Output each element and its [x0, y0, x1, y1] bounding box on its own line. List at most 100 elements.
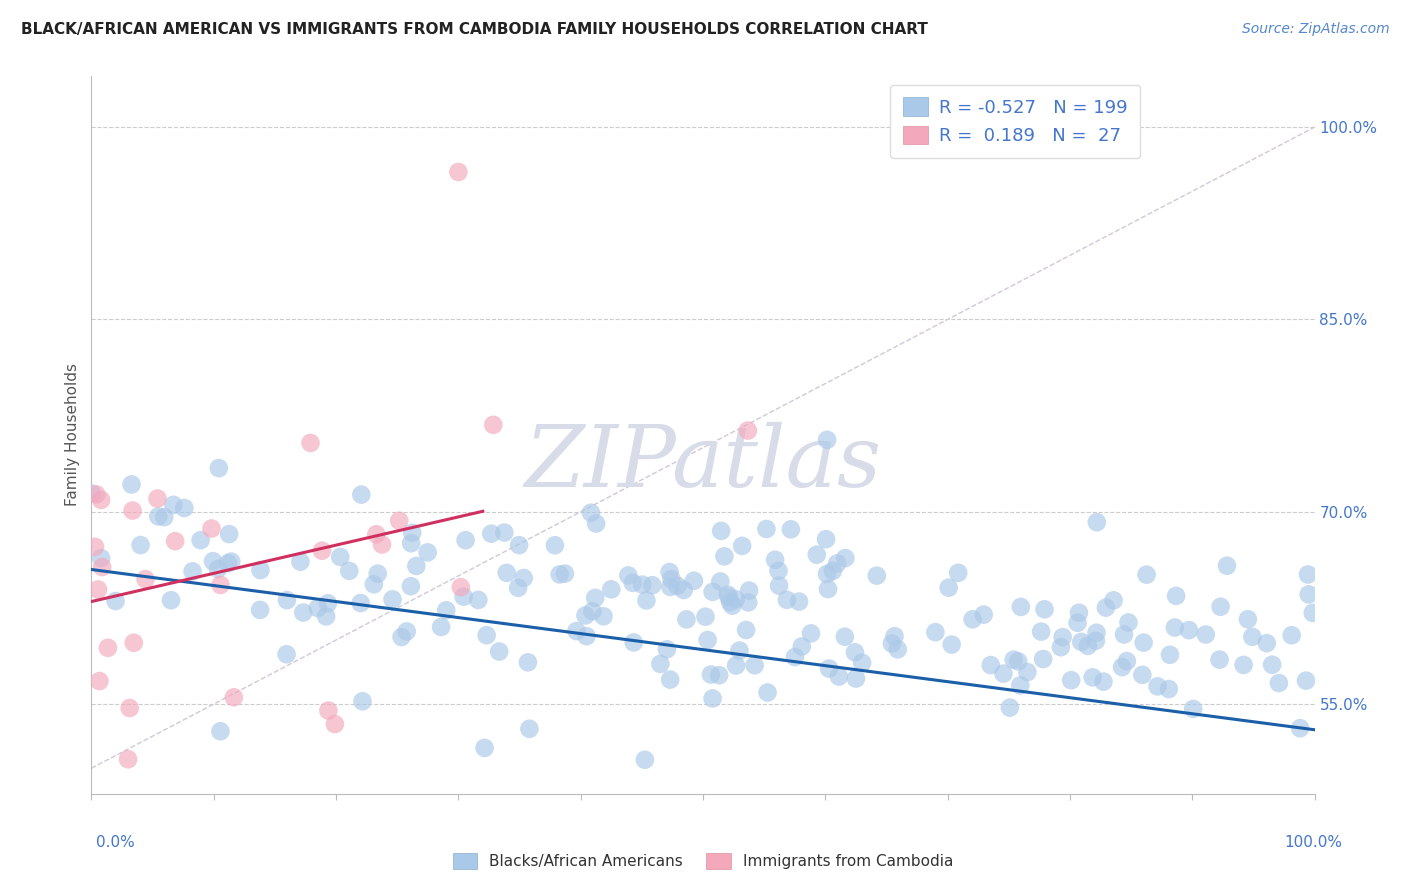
- Point: [717, 588, 740, 602]
- Point: [467, 593, 489, 607]
- Point: [516, 656, 538, 670]
- Point: [1066, 615, 1088, 630]
- Point: [349, 596, 371, 610]
- Point: [89, 674, 111, 689]
- Point: [121, 477, 143, 491]
- Point: [349, 845, 371, 859]
- Point: [650, 657, 672, 671]
- Point: [162, 498, 184, 512]
- Point: [825, 557, 848, 571]
- Point: [276, 593, 298, 607]
- Point: [1102, 593, 1125, 607]
- Point: [579, 506, 602, 520]
- Point: [337, 564, 360, 578]
- Point: [104, 594, 127, 608]
- Point: [948, 566, 970, 580]
- Point: [575, 629, 598, 643]
- Point: [700, 667, 723, 681]
- Point: [1232, 657, 1254, 672]
- Point: [1281, 628, 1303, 642]
- Point: [655, 642, 678, 657]
- Point: [709, 574, 731, 589]
- Point: [756, 685, 779, 699]
- Point: [636, 593, 658, 607]
- Point: [405, 558, 427, 573]
- Point: [1067, 606, 1090, 620]
- Point: [548, 567, 571, 582]
- Point: [1092, 674, 1115, 689]
- Point: [366, 527, 388, 541]
- Point: [790, 640, 813, 654]
- Point: [1010, 599, 1032, 614]
- Point: [721, 599, 744, 613]
- Point: [821, 564, 844, 578]
- Text: BLACK/AFRICAN AMERICAN VS IMMIGRANTS FROM CAMBODIA FAMILY HOUSEHOLDS CORRELATION: BLACK/AFRICAN AMERICAN VS IMMIGRANTS FRO…: [21, 22, 928, 37]
- Point: [659, 580, 682, 594]
- Point: [834, 551, 856, 566]
- Point: [1157, 681, 1180, 696]
- Point: [755, 522, 778, 536]
- Point: [998, 700, 1021, 714]
- Point: [659, 673, 682, 687]
- Point: [880, 636, 903, 650]
- Point: [395, 624, 418, 639]
- Point: [806, 548, 828, 562]
- Point: [153, 510, 176, 524]
- Point: [844, 645, 866, 659]
- Point: [256, 802, 278, 816]
- Point: [399, 579, 422, 593]
- Point: [581, 604, 603, 618]
- Point: [474, 740, 496, 755]
- Point: [845, 672, 868, 686]
- Point: [1237, 612, 1260, 626]
- Point: [1111, 660, 1133, 674]
- Point: [702, 585, 724, 599]
- Point: [738, 583, 761, 598]
- Point: [641, 578, 664, 592]
- Point: [209, 724, 232, 739]
- Point: [91, 560, 114, 574]
- Point: [735, 623, 758, 637]
- Point: [962, 612, 984, 626]
- Point: [1166, 589, 1188, 603]
- Point: [1178, 623, 1201, 637]
- Point: [675, 612, 697, 626]
- Point: [763, 553, 786, 567]
- Point: [1132, 635, 1154, 649]
- Point: [776, 592, 799, 607]
- Point: [1033, 602, 1056, 616]
- Point: [1085, 625, 1108, 640]
- Point: [768, 579, 790, 593]
- Point: [249, 563, 271, 577]
- Point: [1130, 668, 1153, 682]
- Point: [600, 582, 623, 597]
- Point: [737, 595, 759, 609]
- Point: [828, 669, 851, 683]
- Point: [993, 666, 1015, 681]
- Point: [350, 487, 373, 501]
- Point: [744, 658, 766, 673]
- Point: [200, 522, 222, 536]
- Text: ZIPatlas: ZIPatlas: [524, 422, 882, 505]
- Point: [1095, 600, 1118, 615]
- Point: [276, 647, 298, 661]
- Point: [87, 582, 110, 597]
- Point: [1115, 654, 1137, 668]
- Point: [1261, 657, 1284, 672]
- Point: [329, 549, 352, 564]
- Point: [725, 658, 748, 673]
- Point: [623, 635, 645, 649]
- Point: [1241, 630, 1264, 644]
- Point: [672, 582, 695, 597]
- Point: [702, 691, 724, 706]
- Point: [512, 571, 534, 585]
- Point: [731, 539, 754, 553]
- Point: [709, 668, 731, 682]
- Point: [207, 562, 229, 576]
- Point: [1256, 636, 1278, 650]
- Point: [434, 603, 457, 617]
- Point: [737, 424, 759, 438]
- Point: [315, 609, 337, 624]
- Point: [980, 658, 1002, 673]
- Point: [1052, 630, 1074, 644]
